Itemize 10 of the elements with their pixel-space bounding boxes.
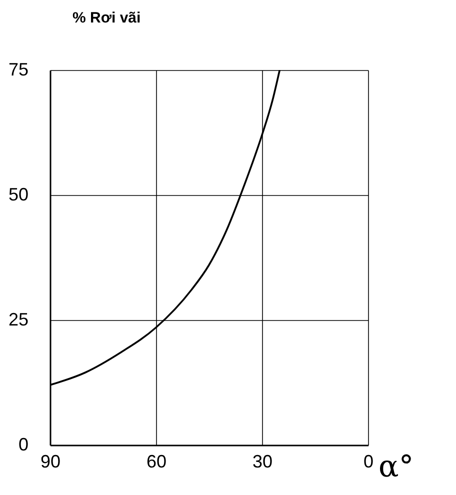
y-axis-title: % Rơi vãi [72,10,141,26]
x-axis-title: α° [378,450,414,484]
y-tick-label: 25 [8,310,28,330]
x-tick-label: 0 [363,452,374,472]
y-tick-label: 50 [8,184,28,204]
x-tick-label: 60 [146,452,167,472]
y-tick-label: 0 [18,434,28,454]
x-tick-label: 90 [40,452,61,472]
x-tick-label: 30 [252,452,273,472]
y-tick-label: 75 [8,60,28,80]
